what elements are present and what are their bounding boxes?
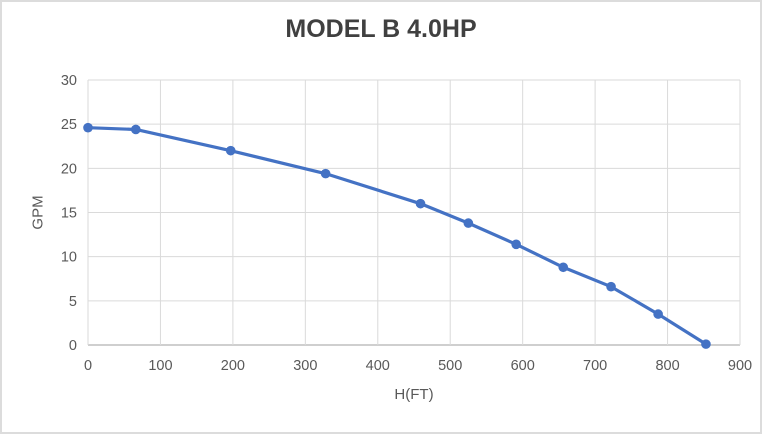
x-tick-label: 0 — [84, 358, 92, 374]
data-point — [225, 145, 236, 156]
y-tick-label: 15 — [61, 206, 77, 222]
x-tick-label: 100 — [148, 358, 172, 374]
x-tick-label: 900 — [728, 358, 752, 374]
x-tick-label: 200 — [221, 358, 245, 374]
y-tick-label: 0 — [69, 338, 77, 354]
y-tick-label: 10 — [61, 250, 77, 266]
data-point — [558, 262, 569, 273]
x-tick-label: 700 — [583, 358, 607, 374]
data-point — [415, 198, 426, 209]
y-tick-label: 30 — [61, 73, 77, 89]
y-tick-label: 25 — [61, 117, 77, 133]
y-tick-label: 5 — [69, 294, 77, 310]
x-axis-title: H(FT) — [394, 386, 434, 403]
data-point — [653, 309, 663, 319]
data-point — [320, 168, 331, 179]
data-point — [511, 239, 521, 250]
data-point — [83, 122, 93, 133]
chart-title: MODEL B 4.0HP — [285, 15, 477, 43]
x-tick-label: 500 — [438, 358, 462, 374]
x-tick-label: 600 — [511, 358, 535, 374]
x-tick-label: 300 — [293, 358, 317, 374]
y-tick-label: 20 — [61, 161, 77, 177]
data-point — [463, 218, 474, 228]
data-point — [701, 339, 711, 349]
series-line — [86, 126, 708, 346]
x-tick-label: 800 — [655, 358, 679, 374]
x-tick-label: 400 — [366, 358, 390, 374]
data-point — [606, 281, 616, 292]
data-point — [131, 124, 141, 135]
